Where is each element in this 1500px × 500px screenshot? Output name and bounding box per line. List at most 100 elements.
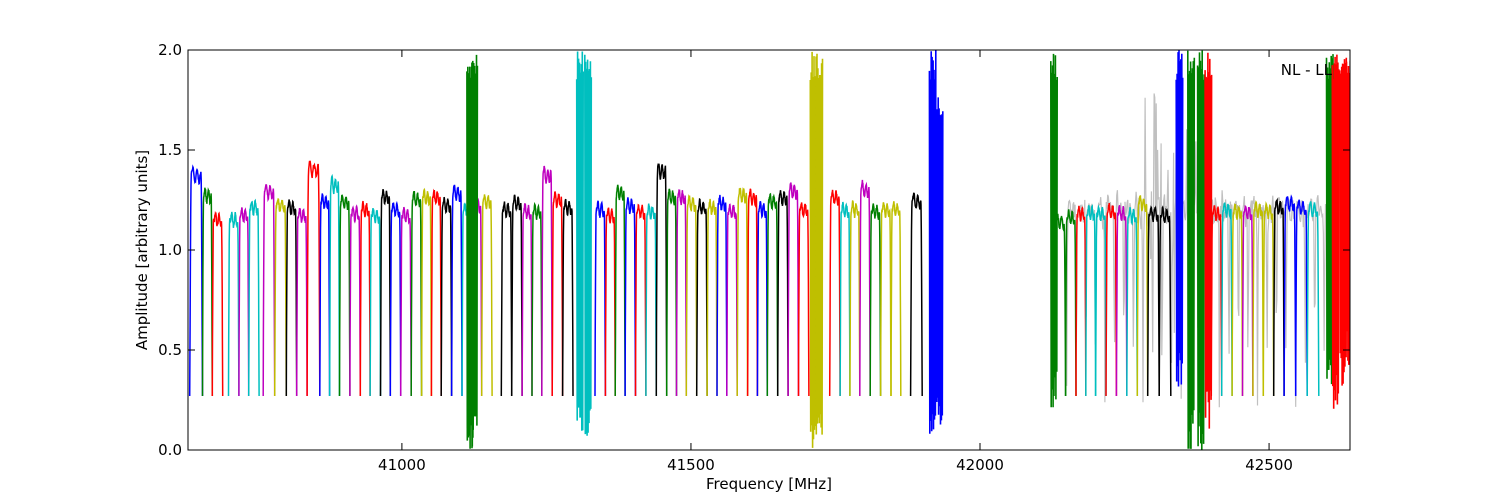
- subband-trace: [399, 206, 412, 397]
- subband-trace: [379, 188, 392, 397]
- rfi-spike: [1331, 54, 1340, 409]
- subband-trace: [695, 197, 708, 397]
- rfi-spike: [1175, 50, 1184, 387]
- y-axis: 0.0 0.5 1.0 1.5 2.0: [158, 41, 1350, 459]
- rfi-spike: [584, 54, 593, 436]
- subband-trace: [227, 211, 240, 397]
- subband-trace: [188, 164, 204, 397]
- subband-trace: [1146, 205, 1160, 397]
- subband-trace: [1064, 209, 1077, 397]
- subband-trace: [1252, 200, 1265, 397]
- rfi-spike: [1196, 50, 1205, 450]
- y-tick-label: 2.0: [158, 41, 182, 59]
- subband-trace: [655, 163, 668, 397]
- subband-trace: [338, 194, 351, 397]
- subband-trace: [450, 184, 463, 397]
- rfi-spike: [1187, 50, 1196, 449]
- subband-trace: [319, 193, 331, 397]
- subband-trace: [510, 194, 523, 397]
- subband-trace: [797, 202, 810, 397]
- subband-trace: [440, 196, 453, 397]
- subband-trace: [551, 191, 564, 397]
- subband-trace: [295, 207, 308, 397]
- subband-trace: [238, 207, 250, 397]
- rfi-spike: [1050, 53, 1058, 408]
- subband-trace: [201, 187, 214, 397]
- subband-trace: [859, 179, 871, 397]
- subband-trace: [594, 200, 607, 397]
- subband-trace-layer: [188, 160, 1320, 397]
- subband-trace: [1115, 204, 1128, 397]
- subband-trace: [787, 182, 800, 397]
- subband-trace: [776, 190, 789, 397]
- subband-trace: [756, 201, 769, 397]
- subband-trace: [430, 188, 442, 397]
- subband-trace: [839, 201, 851, 397]
- subband-trace: [211, 210, 224, 397]
- rfi-spike: [575, 51, 584, 431]
- subband-trace: [726, 203, 738, 397]
- subband-trace: [909, 192, 923, 397]
- plot-area: [188, 50, 1350, 450]
- subband-trace: [1283, 194, 1297, 397]
- x-tick-label: 41500: [667, 456, 715, 474]
- rfi-spike: [815, 53, 824, 435]
- subband-trace: [285, 199, 298, 397]
- subband-trace: [500, 201, 513, 397]
- subband-trace: [645, 203, 658, 397]
- subband-trace: [328, 173, 341, 397]
- subband-trace: [247, 198, 260, 397]
- subband-trace: [716, 194, 728, 397]
- subband-trace: [1105, 203, 1118, 397]
- rfi-spike: [470, 54, 479, 447]
- y-tick-label: 0.0: [158, 441, 182, 459]
- subband-trace: [624, 197, 637, 397]
- subband-trace: [1220, 202, 1233, 397]
- subband-trace: [359, 200, 371, 397]
- subband-trace: [480, 194, 493, 397]
- subband-trace: [262, 184, 276, 397]
- y-tick-label: 1.0: [158, 241, 182, 259]
- subband-trace: [849, 200, 861, 397]
- rfi-spike: [1344, 60, 1350, 365]
- subband-trace: [1231, 203, 1244, 397]
- subband-trace: [890, 201, 902, 397]
- spike-layer: [466, 50, 1350, 450]
- subband-trace: [1126, 207, 1139, 397]
- subband-trace: [306, 160, 321, 397]
- y-axis-label: Amplitude [arbitrary units]: [133, 150, 151, 350]
- rfi-spike: [935, 97, 944, 425]
- subband-trace: [869, 203, 882, 397]
- subband-trace: [766, 192, 779, 397]
- subband-trace: [828, 189, 841, 397]
- subband-trace: [1262, 200, 1275, 397]
- subband-trace: [531, 201, 543, 397]
- subband-trace: [561, 198, 574, 397]
- subband-trace: [879, 202, 892, 397]
- subband-trace: [420, 187, 433, 397]
- subband-trace: [685, 193, 698, 397]
- y-tick-label: 1.5: [158, 141, 182, 159]
- subband-trace: [746, 188, 759, 397]
- x-axis: 41000 41500 42000 42500: [378, 50, 1293, 474]
- subband-trace: [1136, 194, 1149, 397]
- subband-trace: [614, 184, 626, 397]
- x-tick-label: 41000: [378, 456, 426, 474]
- subband-trace: [1075, 205, 1087, 397]
- subband-trace: [604, 207, 616, 397]
- subband-trace: [706, 198, 718, 397]
- subband-trace: [369, 208, 382, 397]
- subband-trace: [349, 204, 362, 397]
- subband-trace: [410, 191, 423, 397]
- y-tick-label: 0.5: [158, 341, 182, 359]
- subband-trace: [634, 203, 647, 397]
- subband-trace: [1241, 204, 1254, 397]
- rfi-spike: [1204, 52, 1213, 429]
- subband-trace: [1158, 205, 1172, 397]
- subband-trace: [665, 188, 678, 397]
- subband-trace: [1210, 205, 1223, 397]
- subband-trace: [1085, 204, 1097, 397]
- subband-trace: [389, 200, 402, 397]
- baseline-annotation: NL - LL: [1281, 61, 1333, 79]
